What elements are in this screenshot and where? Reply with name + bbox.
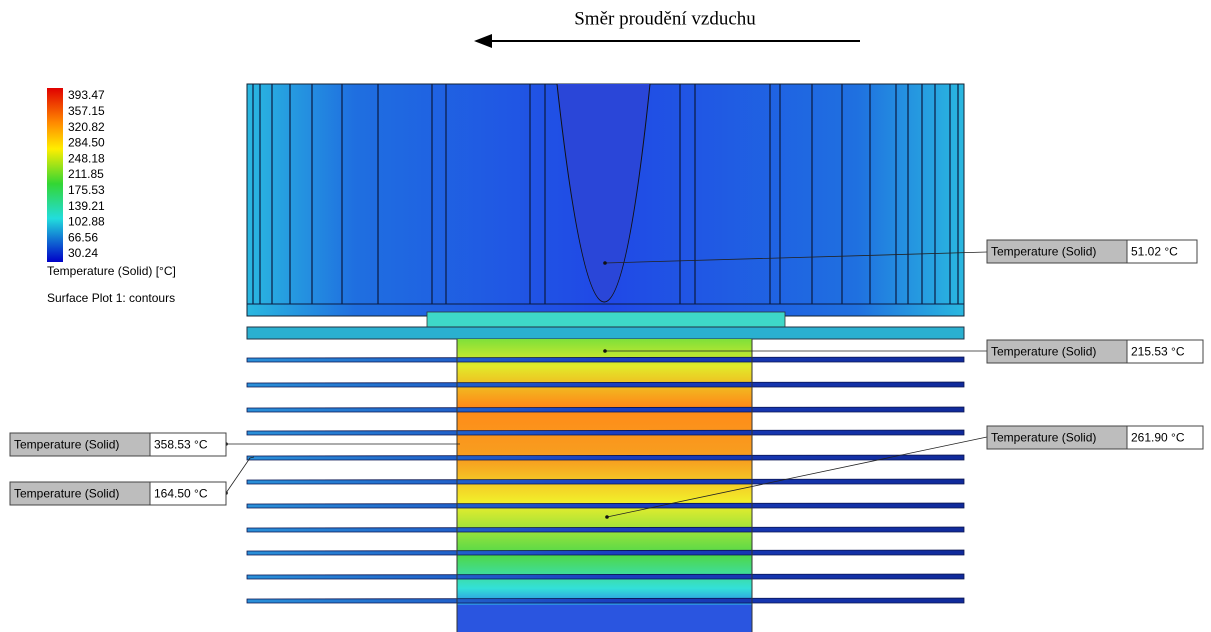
fin (247, 574, 964, 579)
fin (247, 430, 964, 435)
probe-label: Temperature (Solid) (14, 438, 119, 452)
fin (247, 382, 964, 387)
probe-value: 261.90 °C (1131, 431, 1185, 445)
legend-subtitle: Surface Plot 1: contours (47, 291, 175, 305)
legend-value: 284.50 (68, 136, 105, 150)
probe-value: 51.02 °C (1131, 245, 1178, 259)
fin (247, 357, 964, 362)
probe-leader (226, 457, 254, 493)
legend-value: 211.85 (68, 167, 104, 181)
probe-label: Temperature (Solid) (991, 245, 1096, 259)
fin (247, 479, 964, 484)
screen: Směr proudění vzduchu Temperature (Solid… (0, 0, 1211, 632)
fin (247, 407, 964, 412)
color-bar (47, 88, 63, 262)
flow-direction: Směr proudění vzduchu (574, 8, 756, 29)
legend-value: 357.15 (68, 104, 105, 118)
legend-value: 248.18 (68, 151, 105, 165)
legend-title: Temperature (Solid) [°C] (47, 264, 176, 278)
legend-value: 102.88 (68, 215, 105, 229)
probe-point (605, 515, 609, 519)
legend-value: 139.21 (68, 199, 105, 213)
arrow-head (474, 34, 492, 48)
legend-value: 30.24 (68, 246, 98, 260)
legend-value: 175.53 (68, 183, 105, 197)
fin (247, 598, 964, 603)
probe-point (603, 349, 607, 353)
probe-label: Temperature (Solid) (991, 345, 1096, 359)
probe-label: Temperature (Solid) (14, 487, 119, 501)
probe-value: 358.53 °C (154, 438, 208, 452)
legend-value: 320.82 (68, 120, 105, 134)
fin (247, 550, 964, 555)
probe-value: 215.53 °C (1131, 345, 1185, 359)
legend-value: 66.56 (68, 230, 98, 244)
fin (247, 527, 964, 532)
fin (247, 503, 964, 508)
probe-point (603, 261, 607, 265)
probe-label: Temperature (Solid) (991, 431, 1096, 445)
probe-value: 164.50 °C (154, 487, 208, 501)
legend-value: 393.47 (68, 88, 105, 102)
fin (247, 455, 964, 460)
